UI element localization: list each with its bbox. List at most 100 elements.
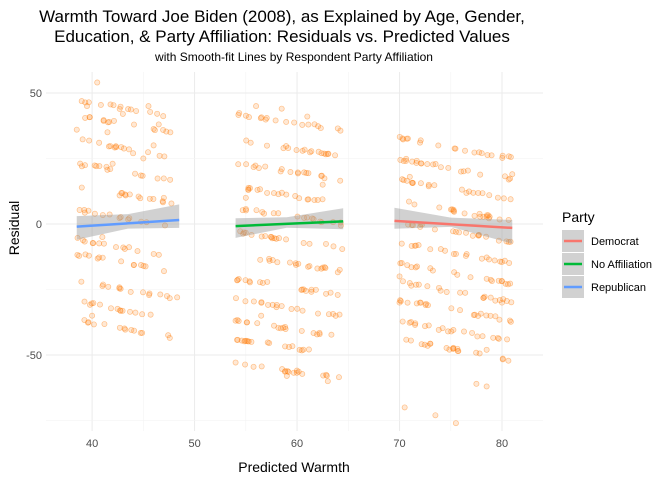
data-point: [295, 170, 301, 177]
data-point: [408, 282, 415, 289]
data-point: [399, 176, 406, 183]
data-point: [110, 102, 117, 109]
data-point: [415, 281, 422, 288]
data-point: [448, 328, 455, 335]
data-point: [242, 298, 249, 305]
data-point: [116, 324, 123, 331]
data-point: [316, 329, 323, 336]
data-point: [450, 207, 457, 214]
data-point: [507, 318, 514, 325]
data-point: [475, 232, 482, 238]
data-point: [234, 316, 241, 323]
data-point: [78, 278, 85, 285]
data-point: [487, 312, 494, 319]
data-point: [490, 334, 497, 341]
data-point: [483, 233, 490, 240]
data-point: [126, 244, 132, 251]
smooth-fit-lines: [76, 218, 513, 230]
data-point: [288, 306, 295, 312]
data-point: [505, 153, 512, 160]
data-point: [133, 108, 140, 114]
data-point: [257, 186, 263, 193]
data-point: [404, 299, 411, 306]
data-point: [286, 259, 293, 266]
data-point: [287, 169, 294, 175]
data-point: [96, 254, 103, 261]
data-point: [132, 309, 139, 316]
data-point: [232, 359, 239, 366]
data-point: [113, 244, 119, 251]
data-point: [506, 260, 513, 266]
data-point: [451, 208, 458, 215]
data-point: [334, 291, 341, 298]
data-point: [429, 267, 436, 274]
data-point: [501, 257, 508, 264]
data-point: [454, 271, 461, 278]
data-point: [320, 372, 327, 379]
data-point: [243, 137, 250, 144]
data-point: [413, 300, 420, 307]
chart-subtitle: with Smooth-fit Lines by Respondent Part…: [154, 50, 433, 64]
data-point: [479, 190, 486, 197]
data-point: [456, 229, 462, 236]
data-point: [137, 195, 144, 202]
data-point: [107, 143, 114, 150]
data-point: [496, 316, 503, 323]
data-point: [264, 278, 271, 285]
data-point: [445, 164, 452, 171]
chart-title-line2: Education, & Party Affiliation: Residual…: [54, 27, 510, 46]
legend-label-republican: Republican: [591, 282, 646, 294]
data-point: [274, 259, 281, 266]
data-point: [458, 186, 465, 193]
data-point: [262, 163, 269, 170]
data-point: [460, 168, 467, 175]
data-point: [337, 127, 344, 134]
data-point: [242, 337, 249, 344]
data-point: [476, 350, 483, 357]
data-point: [404, 135, 411, 142]
data-point: [400, 158, 407, 165]
data-point: [242, 112, 249, 119]
data-point: [301, 146, 308, 153]
data-point: [397, 157, 404, 163]
data-point: [445, 328, 451, 335]
data-point: [479, 333, 486, 340]
data-point: [506, 317, 513, 324]
data-point: [264, 142, 270, 149]
data-point: [132, 170, 139, 177]
x-axis-title: Predicted Warmth: [238, 459, 350, 475]
x-tick-label: 70: [393, 438, 405, 450]
data-point: [450, 345, 457, 352]
data-point: [160, 175, 167, 182]
data-point: [314, 265, 321, 272]
legend-label-no-affiliation: No Affiliation: [591, 259, 652, 271]
data-point: [323, 290, 330, 297]
data-point: [76, 252, 83, 259]
data-point: [324, 378, 331, 385]
data-point: [508, 299, 515, 306]
data-point: [449, 206, 456, 213]
data-point: [488, 152, 495, 159]
data-point: [293, 261, 299, 268]
data-point: [323, 372, 330, 379]
data-point: [466, 188, 472, 195]
data-point: [91, 210, 98, 217]
data-point: [99, 283, 106, 290]
data-point: [403, 336, 410, 343]
data-point: [100, 117, 107, 124]
data-point: [234, 336, 240, 343]
data-point: [450, 251, 457, 257]
data-point: [475, 232, 482, 239]
data-point: [130, 262, 137, 268]
data-point: [424, 283, 431, 290]
data-point: [451, 269, 458, 276]
data-point: [408, 243, 415, 249]
data-point: [122, 326, 129, 333]
data-point: [299, 286, 306, 293]
data-point: [234, 276, 241, 283]
data-point: [480, 213, 487, 220]
data-point: [272, 117, 279, 124]
data-point: [403, 135, 410, 142]
data-point: [321, 150, 328, 157]
data-point: [485, 212, 492, 219]
